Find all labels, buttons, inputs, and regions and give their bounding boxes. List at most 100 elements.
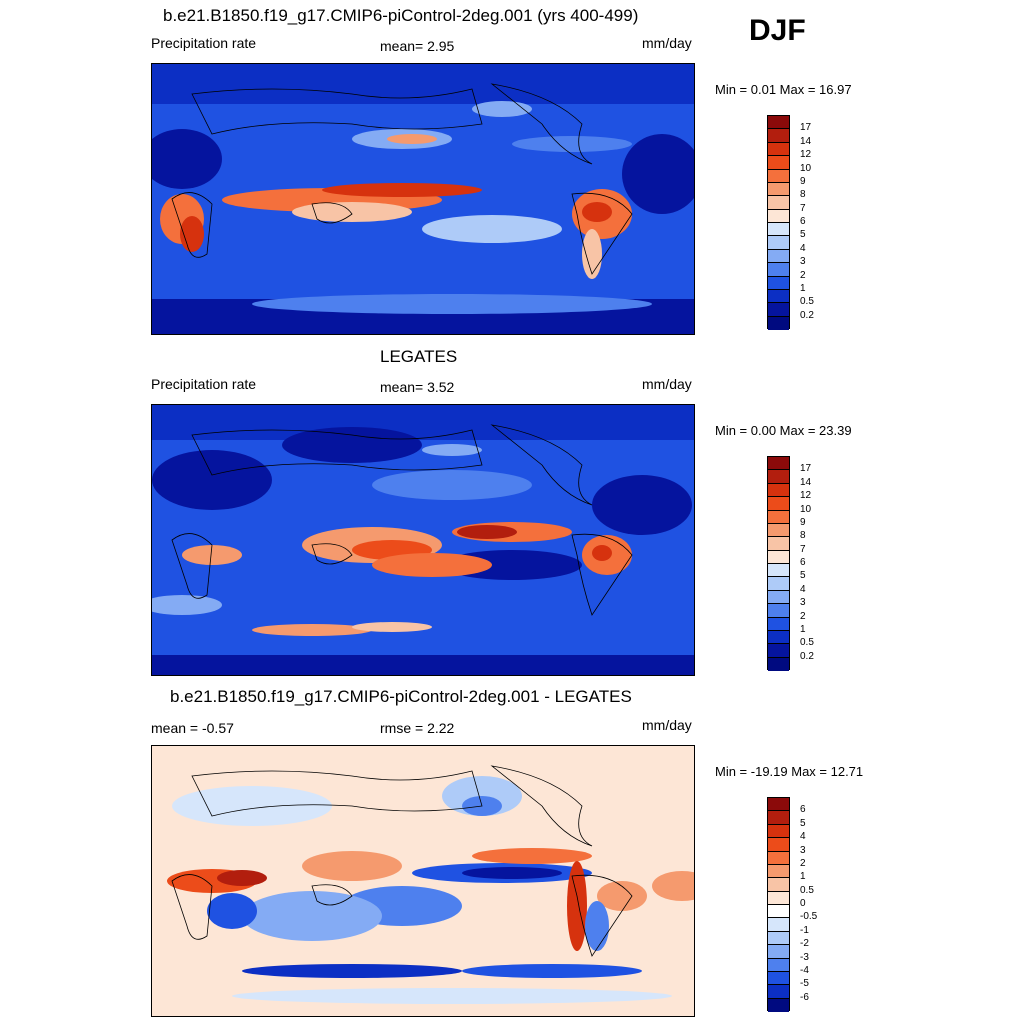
- colorbar-swatch: [768, 958, 789, 972]
- colorbar-tick-label: 6: [800, 804, 806, 816]
- colorbar-swatch: [768, 497, 789, 511]
- colorbar-tick-label: 4: [800, 583, 806, 595]
- colorbar-swatch: [768, 316, 789, 330]
- colorbar-tick-label: -0.5: [800, 911, 818, 923]
- colorbar-tick-label: -5: [800, 978, 809, 990]
- colorbar-swatch: [768, 604, 789, 618]
- colorbar-tick-label: 12: [800, 490, 812, 502]
- colorbar-swatch: [768, 617, 789, 631]
- colorbar-swatch: [768, 891, 789, 905]
- colorbar-swatch: [768, 851, 789, 865]
- panel-1-colorbar: [767, 115, 790, 330]
- colorbar-tick-label: 6: [800, 216, 806, 227]
- panel-3-minmax-label: Min = -19.19 Max = 12.71: [715, 764, 864, 779]
- colorbar-tick-label: -2: [800, 938, 809, 950]
- panel-1-minmax-label: Min = 0.01 Max = 16.97: [715, 82, 852, 97]
- colorbar-tick-label: 2: [800, 857, 806, 869]
- colorbar-swatch: [768, 824, 789, 839]
- colorbar-swatch: [768, 985, 789, 999]
- colorbar-tick-label: 1: [800, 282, 806, 294]
- colorbar-tick-label: 0.5: [800, 637, 814, 649]
- colorbar-tick-label: 4: [800, 242, 806, 254]
- panel-2-variable-label: Precipitation rate: [151, 376, 257, 392]
- colorbar-swatch: [768, 523, 789, 538]
- panel-1-map-graphic: [152, 64, 694, 334]
- colorbar-tick-label: 8: [800, 189, 806, 201]
- colorbar-swatch: [768, 798, 789, 812]
- colorbar-tick-label: 5: [800, 229, 806, 241]
- colorbar-swatch: [768, 209, 789, 223]
- colorbar-tick-label: 0.2: [800, 650, 814, 662]
- colorbar-tick-label: 3: [800, 844, 806, 856]
- colorbar-swatch: [768, 564, 789, 578]
- panel-2-map: [151, 404, 695, 676]
- colorbar-tick-label: 14: [800, 135, 812, 147]
- panel-3-colorbar: [767, 797, 790, 1012]
- panel-2-mean-label: mean= 3.52: [380, 379, 455, 395]
- colorbar-swatch: [768, 483, 789, 498]
- colorbar-swatch: [768, 905, 789, 919]
- colorbar-tick-label: 9: [800, 175, 806, 187]
- colorbar-tick-label: 7: [800, 543, 806, 555]
- colorbar-tick-label: 2: [800, 269, 806, 281]
- colorbar-tick-label: 2: [800, 610, 806, 622]
- panel-3-mean-label: mean = -0.57: [151, 720, 234, 736]
- colorbar-tick-label: 1: [800, 623, 806, 635]
- colorbar-swatch: [768, 945, 789, 959]
- panel-1-title: b.e21.B1850.f19_g17.CMIP6-piControl-2deg…: [163, 6, 639, 25]
- colorbar-tick-label: 14: [800, 476, 812, 488]
- colorbar-swatch: [768, 577, 789, 591]
- panel-3-map: [151, 745, 695, 1017]
- colorbar-tick-label: 5: [800, 570, 806, 582]
- panel-3-rmse-label: rmse = 2.22: [380, 720, 455, 736]
- colorbar-tick-label: 0: [800, 898, 806, 909]
- colorbar-swatch: [768, 838, 789, 852]
- colorbar-swatch: [768, 236, 789, 250]
- colorbar-swatch: [768, 196, 789, 210]
- colorbar-swatch: [768, 129, 789, 143]
- colorbar-tick-label: -3: [800, 951, 809, 963]
- panel-1-units-label: mm/day: [642, 35, 692, 51]
- colorbar-tick-label: 8: [800, 530, 806, 542]
- panel-2-units-label: mm/day: [642, 376, 692, 392]
- colorbar-swatch: [768, 263, 789, 277]
- colorbar-tick-label: 5: [800, 817, 806, 829]
- colorbar-tick-label: 1: [800, 871, 806, 883]
- colorbar-swatch: [768, 550, 789, 564]
- panel-1-variable-label: Precipitation rate: [151, 35, 257, 51]
- colorbar-tick-label: 3: [800, 597, 806, 609]
- colorbar-swatch: [768, 657, 789, 671]
- colorbar-swatch: [768, 457, 789, 471]
- panel-2-colorbar: [767, 456, 790, 671]
- panel-3-map-graphic: [152, 746, 694, 1016]
- colorbar-tick-label: 7: [800, 202, 806, 214]
- colorbar-swatch: [768, 303, 789, 317]
- panel-1-mean-label: mean= 2.95: [380, 38, 455, 54]
- colorbar-swatch: [768, 644, 789, 658]
- colorbar-tick-label: 10: [800, 503, 812, 515]
- colorbar-swatch: [768, 878, 789, 892]
- colorbar-swatch: [768, 276, 789, 290]
- colorbar-tick-label: 0.5: [800, 296, 814, 308]
- colorbar-tick-label: -6: [800, 991, 809, 1003]
- colorbar-tick-label: 0.2: [800, 309, 814, 321]
- colorbar-swatch: [768, 918, 789, 932]
- colorbar-swatch: [768, 156, 789, 170]
- colorbar-swatch: [768, 630, 789, 645]
- colorbar-tick-label: 10: [800, 162, 812, 174]
- colorbar-tick-label: -1: [800, 924, 809, 936]
- colorbar-swatch: [768, 182, 789, 197]
- colorbar-swatch: [768, 864, 789, 879]
- colorbar-swatch: [768, 510, 789, 524]
- colorbar-tick-label: 4: [800, 831, 806, 843]
- panel-3-units-label: mm/day: [642, 717, 692, 733]
- colorbar-swatch: [768, 249, 789, 264]
- colorbar-swatch: [768, 116, 789, 130]
- colorbar-swatch: [768, 971, 789, 986]
- colorbar-tick-label: 6: [800, 557, 806, 568]
- colorbar-swatch: [768, 142, 789, 157]
- colorbar-swatch: [768, 289, 789, 304]
- colorbar-swatch: [768, 931, 789, 946]
- panel-3-title: b.e21.B1850.f19_g17.CMIP6-piControl-2deg…: [170, 687, 632, 706]
- colorbar-swatch: [768, 223, 789, 237]
